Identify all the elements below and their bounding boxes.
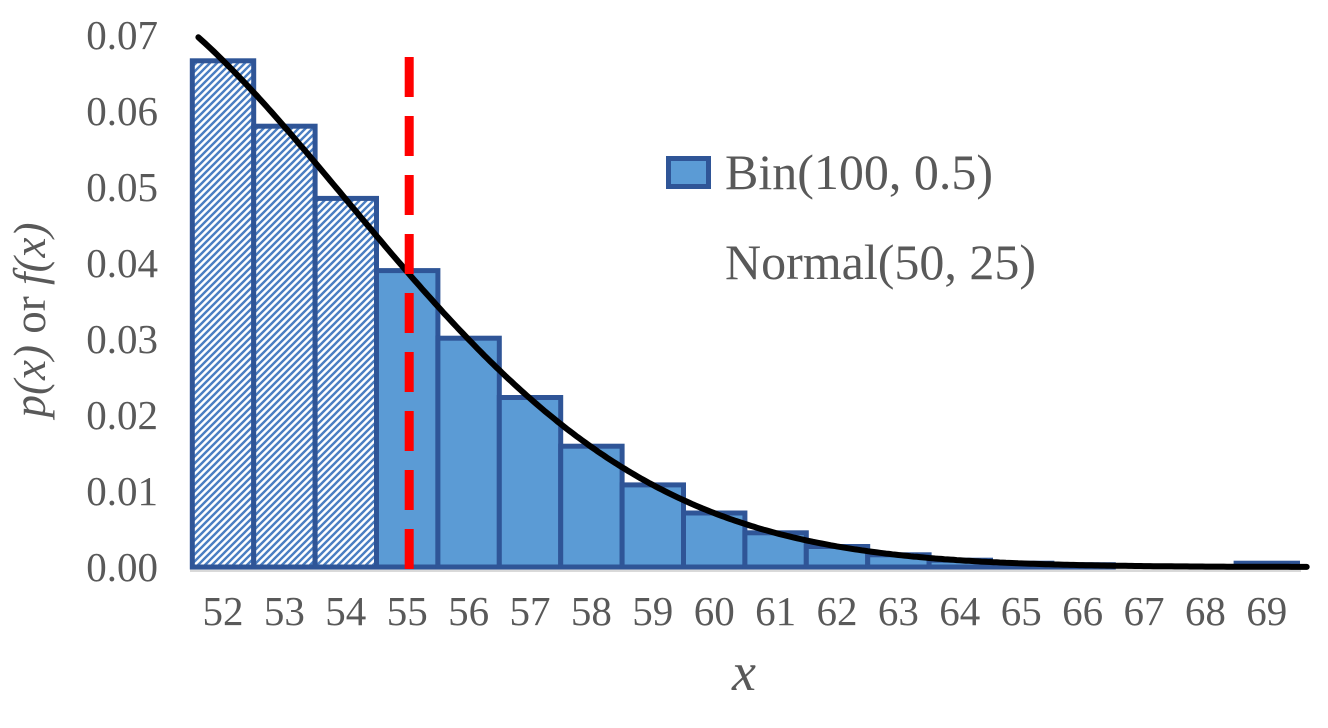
normal-curve [195,34,1310,570]
y-tick-label-0.02: 0.02 [86,392,158,438]
y-axis-title: p(x) or f(x) [2,118,58,522]
x-tick-label-61: 61 [755,588,797,634]
x-tick-label-58: 58 [570,588,612,634]
bar-57 [496,395,564,570]
y-axis-title-p: p(x) [5,345,55,418]
legend-label-binomial: Bin(100, 0.5) [725,144,994,200]
x-tick-label-56: 56 [448,588,490,634]
bar-52 [189,58,257,570]
x-tick-label-59: 59 [632,588,674,634]
bar-56 [435,335,502,570]
y-tick-label-0.06: 0.06 [86,88,158,134]
y-tick-label-0.07: 0.07 [86,12,158,58]
x-tick-label-55: 55 [386,588,428,634]
x-tick-label-68: 68 [1184,588,1226,634]
x-tick-label-63: 63 [877,588,919,634]
y-axis-title-f: f(x) [5,222,55,285]
x-tick-label-69: 69 [1246,588,1288,634]
x-tick-label-64: 64 [939,588,981,634]
x-axis-title: x [732,642,756,702]
x-tick-label-67: 67 [1123,588,1165,634]
y-axis-title-or: or [5,285,55,345]
y-tick-label-0.00: 0.00 [86,544,158,590]
x-tick-label-54: 54 [325,588,367,634]
x-tick-label-57: 57 [509,588,551,634]
y-tick-label-0.04: 0.04 [86,240,158,286]
legend-swatch-binomial [666,156,711,189]
x-tick-label-65: 65 [1000,588,1042,634]
x-tick-label-60: 60 [693,588,735,634]
x-tick-label-53: 53 [263,588,305,634]
bar-53 [251,123,318,570]
legend-label-normal: Normal(50, 25) [725,234,1037,290]
x-tick-label-66: 66 [1062,588,1104,634]
y-tick-label-0.03: 0.03 [86,316,158,362]
x-tick-label-62: 62 [816,588,858,634]
bar-54 [312,195,380,570]
x-tick-label-52: 52 [202,588,244,634]
y-tick-label-0.01: 0.01 [86,468,158,514]
y-tick-label-0.05: 0.05 [86,164,158,210]
